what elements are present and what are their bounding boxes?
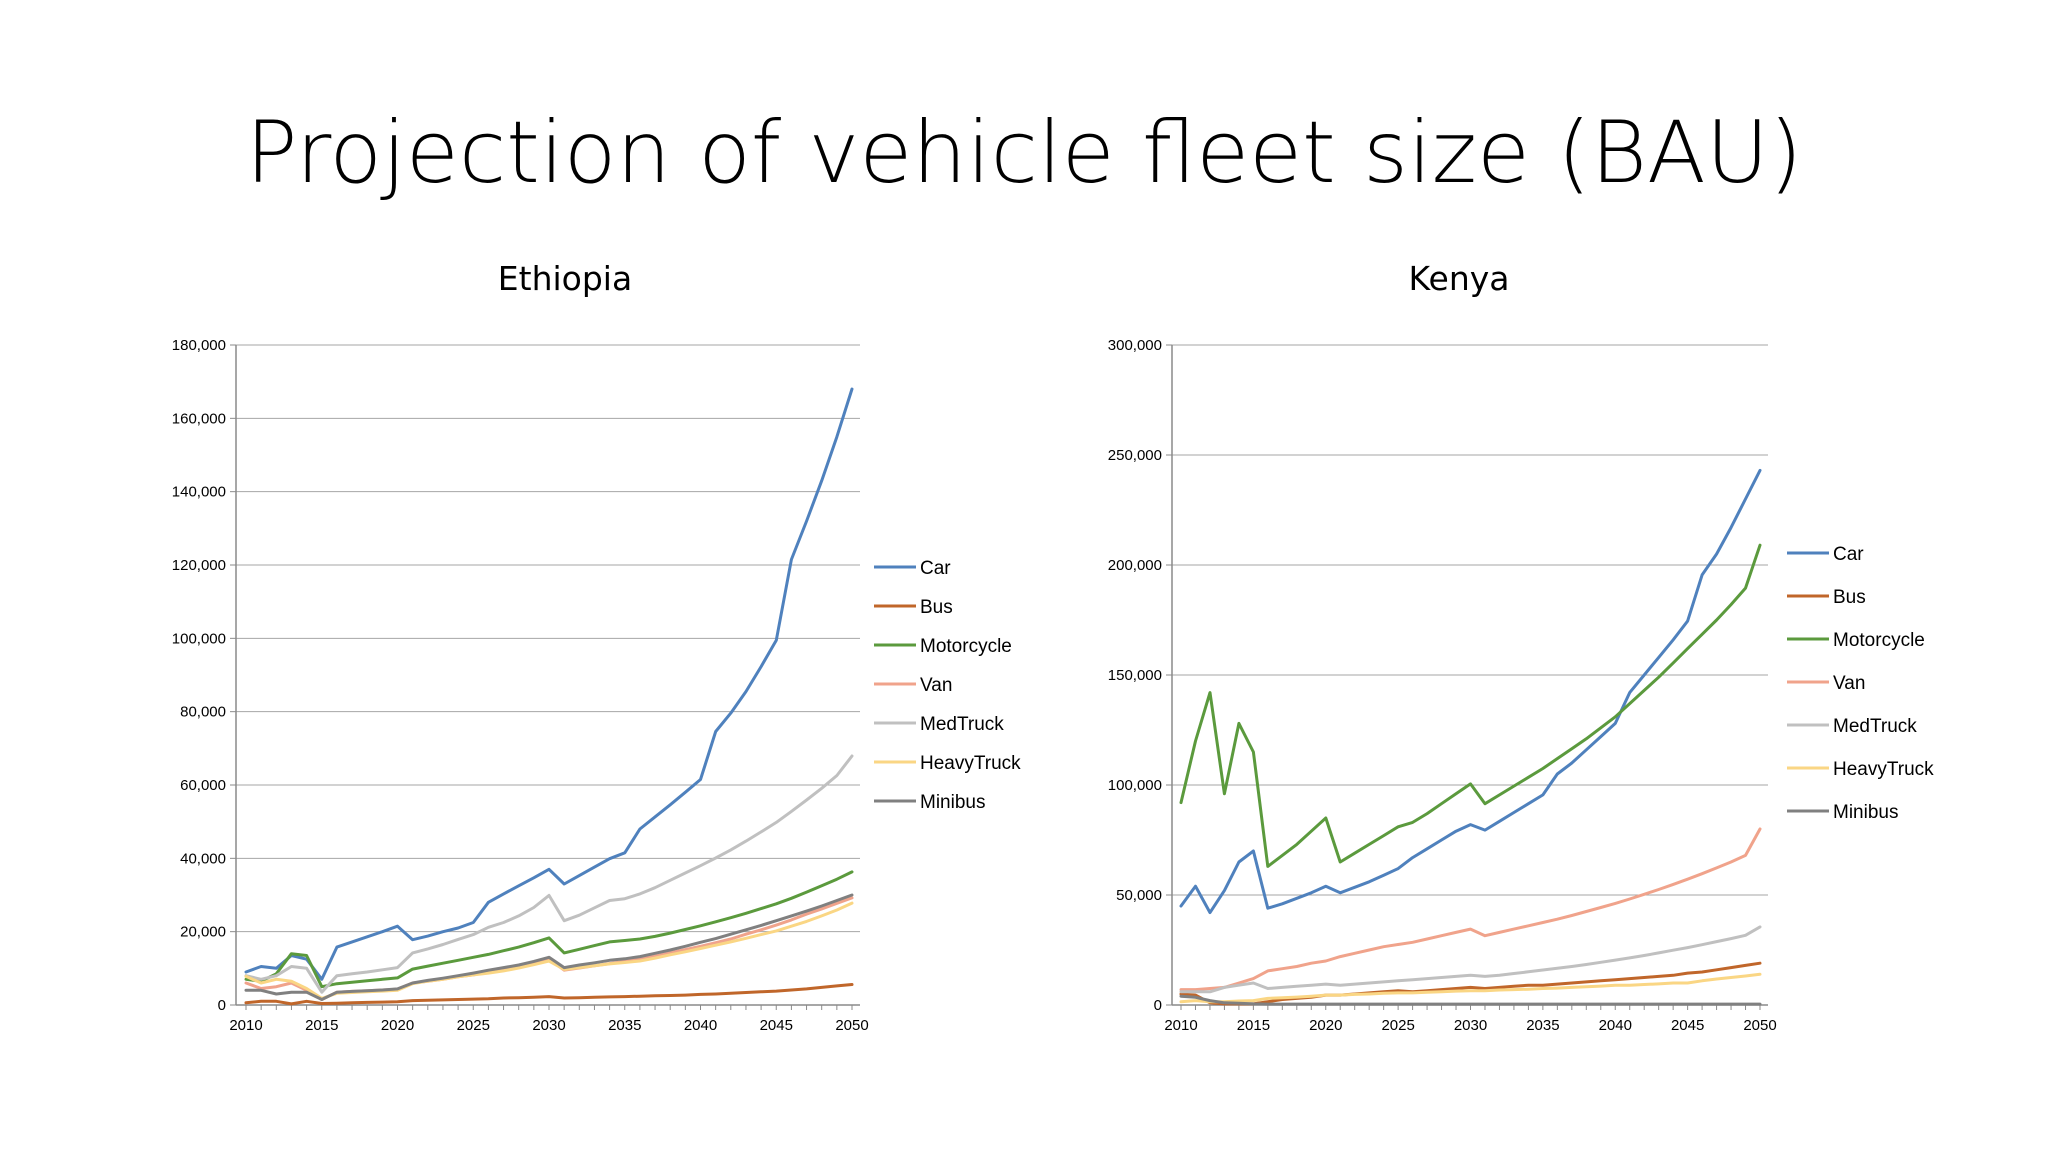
- ethiopia-x-tick-label: 2050: [835, 1017, 868, 1034]
- ethiopia-y-tick-label: 20,000: [180, 924, 226, 941]
- kenya-x-tick-label: 2040: [1599, 1017, 1632, 1034]
- kenya-x-tick-label: 2020: [1309, 1017, 1342, 1034]
- kenya-legend-label-heavytruck: HeavyTruck: [1833, 759, 1934, 780]
- kenya-series-line-medtruck: [1179, 925, 1762, 994]
- kenya-series-line-motorcycle: [1179, 543, 1762, 868]
- ethiopia-chart: 0 20,000 40,000 60,000 80,000 100,000 120,000 1…: [172, 337, 1021, 1034]
- kenya-legend-label-van: Van: [1833, 673, 1865, 694]
- slide-title: Projection of vehicle fleet size (BAU): [245, 103, 1803, 203]
- ethiopia-y-tick-label: 120,000: [172, 557, 226, 574]
- ethiopia-series-line-minibus: [244, 893, 854, 1001]
- kenya-x-tick-label: 2045: [1671, 1017, 1704, 1034]
- ethiopia-series-line-motorcycle: [244, 870, 854, 989]
- kenya-x-tick-label: 2050: [1743, 1017, 1776, 1034]
- kenya-y-tick-label: 0: [1154, 997, 1162, 1014]
- ethiopia-x-tick-label: 2015: [305, 1017, 338, 1034]
- ethiopia-y-tick-label: 40,000: [180, 850, 226, 867]
- kenya-series-line-bus: [1179, 961, 1762, 1006]
- kenya-x-tick-label: 2030: [1454, 1017, 1487, 1034]
- ethiopia-x-tick-label: 2010: [229, 1017, 262, 1034]
- kenya-series-line-minibus: [1179, 994, 1762, 1006]
- kenya-x-tick-label: 2015: [1237, 1017, 1270, 1034]
- ethiopia-y-tick-label: 180,000: [172, 337, 226, 354]
- kenya-series-line-heavytruck: [1179, 972, 1762, 1004]
- kenya-series-line-van: [1179, 827, 1762, 992]
- kenya-y-tick-label: 50,000: [1116, 887, 1162, 904]
- kenya-y-tick-label: 300,000: [1108, 337, 1162, 354]
- kenya-x-tick-label: 2035: [1526, 1017, 1559, 1034]
- ethiopia-series-line-bus: [244, 983, 854, 1006]
- kenya-y-tick-label: 150,000: [1108, 667, 1162, 684]
- ethiopia-y-tick-label: 140,000: [172, 484, 226, 501]
- kenya-legend-label-minibus: Minibus: [1833, 802, 1898, 823]
- kenya-legend-label-bus: Bus: [1833, 587, 1866, 608]
- ethiopia-x-tick-label: 2045: [760, 1017, 793, 1034]
- kenya-y-tick-label: 200,000: [1108, 557, 1162, 574]
- ethiopia-series-line-medtruck: [244, 754, 854, 994]
- kenya-legend-label-medtruck: MedTruck: [1833, 716, 1917, 737]
- kenya-chart-title: Kenya: [1408, 259, 1510, 298]
- ethiopia-legend-label-car: Car: [920, 558, 951, 579]
- ethiopia-series-line-car: [244, 387, 854, 981]
- ethiopia-legend-label-minibus: Minibus: [920, 792, 985, 813]
- kenya-legend-label-motorcycle: Motorcycle: [1833, 630, 1925, 651]
- ethiopia-x-tick-label: 2040: [684, 1017, 717, 1034]
- ethiopia-x-tick-label: 2020: [381, 1017, 414, 1034]
- ethiopia-y-tick-label: 60,000: [180, 777, 226, 794]
- ethiopia-y-tick-label: 160,000: [172, 410, 226, 427]
- ethiopia-y-tick-label: 100,000: [172, 630, 226, 647]
- ethiopia-y-tick-label: 80,000: [180, 704, 226, 721]
- kenya-legend-label-car: Car: [1833, 544, 1864, 565]
- ethiopia-x-tick-label: 2025: [457, 1017, 490, 1034]
- kenya-x-tick-label: 2025: [1381, 1017, 1414, 1034]
- ethiopia-y-tick-label: 0: [218, 997, 226, 1014]
- ethiopia-legend-label-bus: Bus: [920, 597, 953, 618]
- kenya-chart: 0 50,000 100,000 150,000 200,000 250,000 300,0…: [1108, 337, 1934, 1034]
- ethiopia-legend-label-medtruck: MedTruck: [920, 714, 1004, 735]
- ethiopia-chart-title: Ethiopia: [497, 259, 633, 298]
- ethiopia-x-tick-label: 2035: [608, 1017, 641, 1034]
- ethiopia-legend-label-van: Van: [920, 675, 952, 696]
- kenya-y-tick-label: 250,000: [1108, 447, 1162, 464]
- kenya-series-line-car: [1179, 468, 1762, 915]
- ethiopia-legend-label-motorcycle: Motorcycle: [920, 636, 1012, 657]
- ethiopia-x-tick-label: 2030: [532, 1017, 565, 1034]
- ethiopia-legend-label-heavytruck: HeavyTruck: [920, 753, 1021, 774]
- kenya-x-tick-label: 2010: [1164, 1017, 1197, 1034]
- kenya-y-tick-label: 100,000: [1108, 777, 1162, 794]
